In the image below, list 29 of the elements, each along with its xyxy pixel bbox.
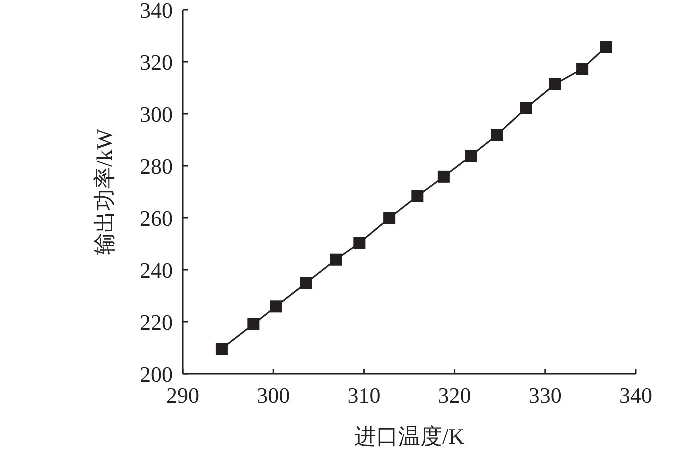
point [576,63,589,76]
x-tick-label: 340 [620,383,652,408]
point [520,102,532,114]
y-tick-label: 280 [140,154,173,179]
point [600,41,612,54]
x-tick-label: 300 [257,383,290,408]
point [384,212,396,224]
y-tick-label: 320 [140,50,173,75]
x-axis-title: 进口温度/K [354,424,465,449]
point [412,190,424,202]
point [300,277,312,290]
y-tick-label: 340 [140,0,173,23]
point [354,237,366,250]
y-tick-label: 220 [140,310,173,335]
point [438,170,450,183]
point [549,78,562,90]
point [465,150,478,162]
x-tick-label: 310 [348,383,381,408]
y-tick-label: 240 [140,258,173,283]
point [216,343,228,356]
point [330,254,342,266]
point [491,129,504,142]
x-tick-label: 320 [438,383,472,408]
point [248,318,260,330]
point [270,300,282,313]
y-axis-title: 输出功率/kW [92,128,117,255]
y-tick-label: 260 [140,206,173,231]
y-tick-label: 300 [140,102,173,127]
x-tick-label: 330 [528,383,562,408]
